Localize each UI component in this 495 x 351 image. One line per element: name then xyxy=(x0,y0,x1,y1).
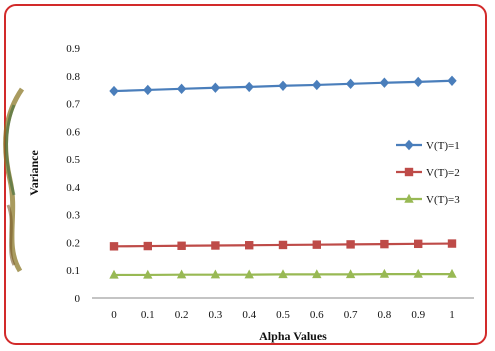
x-tick-label: 0.8 xyxy=(378,309,392,321)
data-point xyxy=(447,239,457,248)
data-point xyxy=(244,269,254,279)
legend-label: V(T)=3 xyxy=(426,194,460,206)
legend-item: V(T)=3 xyxy=(396,193,460,206)
data-point xyxy=(143,241,152,251)
x-tick-label: 0.4 xyxy=(242,309,256,321)
data-point xyxy=(345,269,356,279)
data-point xyxy=(379,77,390,88)
data-point xyxy=(245,241,254,250)
x-tick-label: 0.6 xyxy=(310,309,324,321)
data-point xyxy=(413,268,423,278)
y-tick-label: 0.1 xyxy=(66,265,80,277)
data-point xyxy=(278,269,288,279)
y-tick-label: 0.2 xyxy=(66,237,80,249)
data-point xyxy=(244,81,254,93)
series-2 xyxy=(109,239,457,251)
legend: V(T)=1 V(T)=2 V(T)=3 xyxy=(396,139,460,206)
data-point xyxy=(109,85,119,97)
data-point xyxy=(176,83,187,95)
data-point xyxy=(210,269,221,279)
y-tick-label: 0.5 xyxy=(66,154,80,166)
data-point xyxy=(143,269,153,279)
series-layer xyxy=(109,75,457,279)
x-tick-label: 0.1 xyxy=(141,309,155,321)
y-tick-label: 0.3 xyxy=(66,210,80,222)
x-tick-label: 0.2 xyxy=(175,309,189,321)
data-point xyxy=(177,241,186,250)
legend-item: V(T)=2 xyxy=(396,167,460,179)
y-tick-labels: 0 0.1 0.2 0.3 0.4 0.5 0.6 0.7 0.8 0.9 xyxy=(66,43,80,305)
data-point xyxy=(414,239,423,249)
series-3 xyxy=(109,268,457,279)
data-point xyxy=(211,241,220,250)
x-axis-title: Alpha Values xyxy=(259,329,327,343)
data-point xyxy=(312,240,321,249)
x-tick-label: 0.7 xyxy=(344,309,358,321)
data-point xyxy=(143,84,153,96)
data-point xyxy=(109,242,119,251)
legend-marker xyxy=(404,193,414,203)
x-tick-label: 1 xyxy=(449,309,455,321)
data-point xyxy=(413,76,423,88)
y-tick-label: 0 xyxy=(75,293,81,305)
y-tick-label: 0.9 xyxy=(66,43,80,55)
seal-watermark-icon xyxy=(3,87,24,273)
legend-marker xyxy=(404,167,414,177)
data-point xyxy=(278,240,288,250)
data-point xyxy=(176,269,187,279)
data-point xyxy=(346,240,355,249)
x-tick-labels: 0 0.1 0.2 0.3 0.4 0.5 0.6 0.7 0.8 0.9 1 xyxy=(111,309,455,321)
legend-label: V(T)=2 xyxy=(426,167,460,179)
legend-marker xyxy=(404,139,414,151)
data-point xyxy=(380,239,389,249)
data-point xyxy=(379,268,390,278)
y-tick-label: 0.4 xyxy=(66,182,80,194)
y-tick-label: 0.8 xyxy=(66,71,80,83)
y-axis-title: Variance xyxy=(27,150,41,196)
data-point xyxy=(312,79,322,91)
data-point xyxy=(345,78,356,90)
data-point xyxy=(312,269,322,279)
data-point xyxy=(447,268,457,278)
data-point xyxy=(278,80,288,91)
x-tick-label: 0.5 xyxy=(276,309,290,321)
data-point xyxy=(109,269,119,279)
y-tick-label: 0.6 xyxy=(66,126,80,138)
y-tick-label: 0.7 xyxy=(66,99,80,111)
data-point xyxy=(447,75,457,86)
x-tick-label: 0.3 xyxy=(209,309,223,321)
legend-label: V(T)=1 xyxy=(426,140,460,152)
series-1 xyxy=(109,75,457,97)
data-point xyxy=(210,82,221,93)
x-tick-label: 0.9 xyxy=(411,309,425,321)
legend-item: V(T)=1 xyxy=(396,139,460,152)
x-tick-label: 0 xyxy=(111,309,117,321)
